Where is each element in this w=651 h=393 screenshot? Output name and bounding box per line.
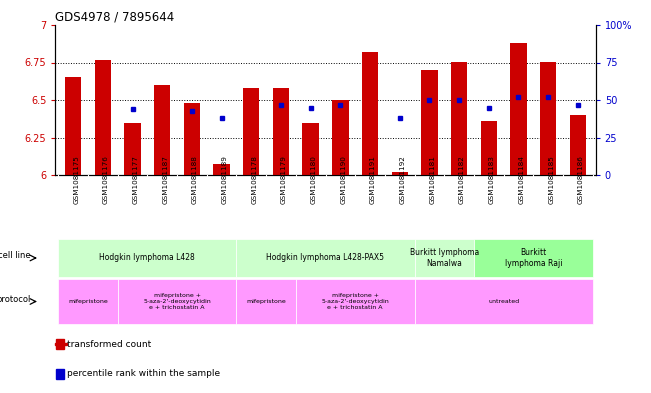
Bar	[391, 172, 408, 175]
Text: GSM1081182: GSM1081182	[459, 156, 465, 204]
Text: GSM1081191: GSM1081191	[370, 156, 376, 204]
Bar	[59, 279, 118, 324]
Bar	[510, 43, 527, 175]
Bar	[65, 77, 81, 175]
Bar	[118, 279, 236, 324]
Text: GSM1081185: GSM1081185	[548, 156, 554, 204]
Bar	[540, 62, 557, 175]
Text: untreated: untreated	[488, 299, 519, 304]
Bar	[474, 239, 592, 277]
Bar	[56, 339, 64, 349]
Text: GSM1081188: GSM1081188	[192, 156, 198, 204]
Bar	[56, 369, 64, 379]
Bar	[570, 115, 586, 175]
Bar	[303, 123, 319, 175]
Text: GSM1081186: GSM1081186	[578, 156, 584, 204]
Text: protocol: protocol	[0, 295, 31, 304]
Text: GSM1081183: GSM1081183	[489, 156, 495, 204]
Bar	[214, 165, 230, 175]
Text: GSM1081189: GSM1081189	[221, 156, 228, 204]
Bar	[236, 279, 296, 324]
Bar	[415, 239, 474, 277]
Text: GSM1081181: GSM1081181	[430, 156, 436, 204]
Bar	[273, 88, 289, 175]
Text: percentile rank within the sample: percentile rank within the sample	[67, 369, 220, 378]
Bar	[236, 239, 415, 277]
Text: GSM1081175: GSM1081175	[73, 156, 79, 204]
Bar	[332, 100, 348, 175]
Text: transformed count: transformed count	[67, 340, 151, 349]
Text: GSM1081179: GSM1081179	[281, 156, 287, 204]
Text: GSM1081177: GSM1081177	[133, 156, 139, 204]
Text: cell line: cell line	[0, 252, 31, 261]
Text: GDS4978 / 7895644: GDS4978 / 7895644	[55, 10, 174, 23]
Text: Hodgkin lymphoma L428: Hodgkin lymphoma L428	[100, 253, 195, 263]
Bar	[451, 62, 467, 175]
Bar	[296, 279, 415, 324]
Bar	[94, 59, 111, 175]
Text: Hodgkin lymphoma L428-PAX5: Hodgkin lymphoma L428-PAX5	[266, 253, 385, 263]
Text: GSM1081192: GSM1081192	[400, 156, 406, 204]
Bar	[124, 123, 141, 175]
Text: GSM1081187: GSM1081187	[162, 156, 168, 204]
Text: mifepristone +
5-aza-2'-deoxycytidin
e + trichostatin A: mifepristone + 5-aza-2'-deoxycytidin e +…	[143, 293, 211, 310]
Text: GSM1081190: GSM1081190	[340, 156, 346, 204]
Text: mifepristone: mifepristone	[246, 299, 286, 304]
Bar	[59, 239, 236, 277]
Text: GSM1081180: GSM1081180	[311, 156, 316, 204]
Bar	[243, 88, 260, 175]
Text: GSM1081176: GSM1081176	[103, 156, 109, 204]
Text: Burkitt lymphoma
Namalwa: Burkitt lymphoma Namalwa	[409, 248, 479, 268]
Bar	[55, 343, 66, 345]
Text: mifepristone: mifepristone	[68, 299, 108, 304]
Bar	[184, 103, 200, 175]
Bar	[480, 121, 497, 175]
Bar	[362, 52, 378, 175]
Text: Burkitt
lymphoma Raji: Burkitt lymphoma Raji	[505, 248, 562, 268]
Bar	[421, 70, 437, 175]
Text: GSM1081184: GSM1081184	[518, 156, 525, 204]
Bar	[415, 279, 592, 324]
Bar	[154, 85, 171, 175]
Text: mifepristone +
5-aza-2'-deoxycytidin
e + trichostatin A: mifepristone + 5-aza-2'-deoxycytidin e +…	[322, 293, 389, 310]
Text: GSM1081178: GSM1081178	[251, 156, 257, 204]
